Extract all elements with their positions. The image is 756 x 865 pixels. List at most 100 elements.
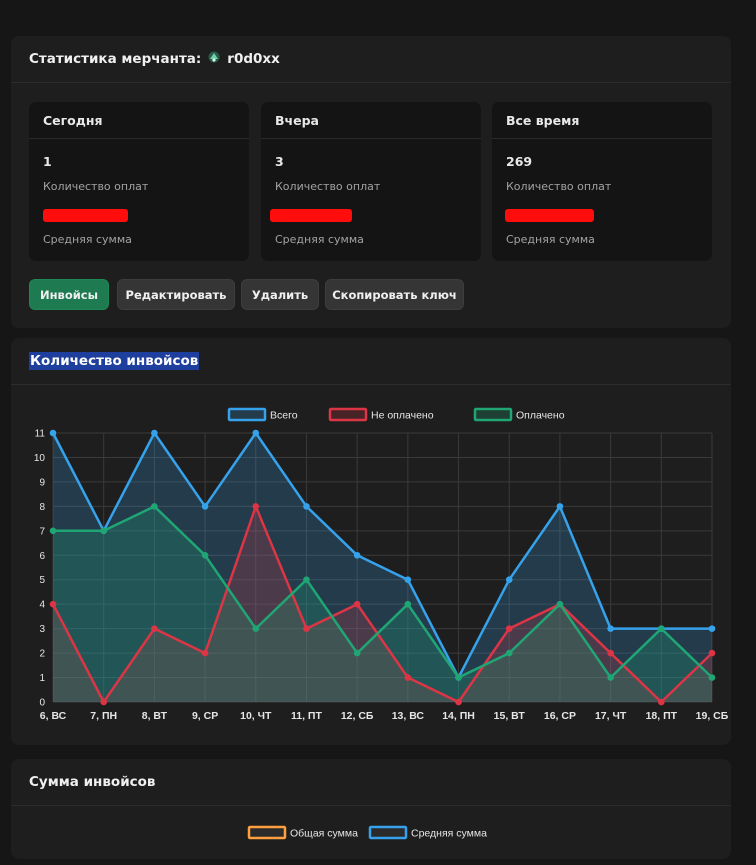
data-point <box>100 698 107 706</box>
stat-title: Вчера <box>261 102 481 139</box>
merchant-avatar-icon <box>207 50 221 68</box>
delete-button[interactable]: Удалить <box>241 279 319 310</box>
x-tick-label: 19, СБ <box>696 710 729 722</box>
data-point <box>303 576 310 584</box>
stat-count-label: Количество оплат <box>506 180 612 193</box>
legend-swatch <box>328 407 368 422</box>
data-point <box>252 625 260 632</box>
redacted-average-amount <box>43 209 128 222</box>
data-point <box>303 625 310 632</box>
invoices-sum-card: Сумма инвойсов Общая сумма Средняя сумма <box>11 759 731 859</box>
merchant-title: Статистика мерчанта: <box>29 51 202 67</box>
redacted-average-amount <box>270 209 352 222</box>
x-tick-label: 15, ВТ <box>494 710 526 722</box>
data-point <box>607 649 614 657</box>
y-tick-label: 7 <box>39 526 45 537</box>
y-tick-label: 4 <box>39 600 45 611</box>
edit-button[interactable]: Редактировать <box>117 279 235 310</box>
data-point <box>252 429 260 437</box>
data-point <box>201 551 209 559</box>
data-point <box>49 527 57 535</box>
legend-swatch <box>368 825 408 840</box>
stat-average-label: Средняя сумма <box>506 233 595 246</box>
data-point <box>708 649 716 657</box>
stat-today: Сегодня 1 Количество оплат Средняя сумма <box>29 102 249 261</box>
data-point <box>556 503 564 510</box>
x-tick-label: 16, СР <box>544 710 576 722</box>
data-point <box>607 674 614 681</box>
x-tick-label: 9, СР <box>192 710 218 722</box>
y-tick-label: 1 <box>39 673 45 684</box>
legend-label: Всего <box>270 410 298 422</box>
data-point <box>505 576 513 584</box>
legend-swatch <box>227 407 267 422</box>
legend-item: Оплачено <box>473 407 565 422</box>
data-point <box>455 698 462 706</box>
data-point <box>353 551 361 559</box>
merchant-name: r0d0xx <box>227 51 280 67</box>
x-tick-label: 14, ПН <box>442 710 475 722</box>
data-point <box>49 429 57 437</box>
y-tick-label: 11 <box>35 429 46 440</box>
legend-label: Средняя сумма <box>411 828 487 840</box>
data-point <box>658 625 665 632</box>
x-tick-label: 13, ВС <box>392 710 425 722</box>
x-tick-label: 11, ПТ <box>291 710 322 722</box>
data-point <box>100 527 107 535</box>
invoices-button[interactable]: Инвойсы <box>29 279 109 310</box>
data-point <box>505 649 513 657</box>
x-tick-label: 17, ЧТ <box>595 710 627 722</box>
x-tick-label: 10, ЧТ <box>240 710 272 722</box>
invoices-count-title: Количество инвойсов <box>29 352 200 370</box>
legend-item: Всего <box>227 407 298 422</box>
data-point <box>658 698 665 706</box>
y-tick-label: 2 <box>39 649 45 660</box>
x-tick-label: 12, СБ <box>341 710 374 722</box>
legend-label: Общая сумма <box>290 828 358 840</box>
invoices-count-chart: 0 1 2 3 4 5 6 7 8 9 10 11 6, ВС 7, ПН 8, ВТ 9, СР 10, ЧТ… <box>34 407 729 722</box>
data-point <box>556 600 564 608</box>
data-point <box>455 674 462 681</box>
invoices-count-card: Количество инвойсов 0 1 2 3 4 5 6 7 8 9 10 11 6, ВС 7… <box>11 338 731 745</box>
copy-key-button[interactable]: Скопировать ключ <box>325 279 464 310</box>
stat-yesterday: Вчера 3 Количество оплат Средняя сумма <box>261 102 481 261</box>
y-tick-label: 6 <box>39 551 45 562</box>
data-point <box>404 576 412 584</box>
series-line <box>53 505 713 679</box>
legend-label: Не оплачено <box>371 410 434 422</box>
data-point <box>404 674 412 681</box>
merchant-header: Статистика мерчанта: r0d0xx <box>11 36 731 83</box>
stat-average-label: Средняя сумма <box>43 233 132 246</box>
y-tick-label: 9 <box>39 477 45 488</box>
data-point <box>201 649 209 657</box>
legend-swatch <box>247 825 287 840</box>
series-area <box>53 506 712 702</box>
data-point <box>201 503 209 510</box>
y-tick-label: 3 <box>39 624 45 635</box>
series-line <box>51 505 713 704</box>
x-tick-label: 8, ВТ <box>142 710 168 722</box>
legend-swatch <box>473 407 513 422</box>
merchant-stats-card: Статистика мерчанта: r0d0xx Сегодня 1 Ко… <box>11 36 731 328</box>
redacted-average-amount <box>505 209 594 222</box>
series-line <box>51 431 712 679</box>
data-point <box>607 625 614 632</box>
stat-count: 1 <box>43 154 52 169</box>
y-tick-label: 0 <box>39 698 45 709</box>
stat-count: 3 <box>275 154 284 169</box>
data-point <box>404 600 412 608</box>
y-tick-label: 8 <box>39 502 45 513</box>
data-point <box>353 600 361 608</box>
data-point <box>252 503 260 510</box>
data-point <box>151 429 158 437</box>
invoices-count-header: Количество инвойсов <box>11 338 731 385</box>
data-point <box>708 625 716 632</box>
invoices-sum-title: Сумма инвойсов <box>29 774 156 790</box>
data-point <box>49 600 57 608</box>
y-tick-label: 5 <box>39 575 45 586</box>
invoices-sum-legend: Общая сумма Средняя сумма <box>247 825 487 840</box>
legend-item: Не оплачено <box>328 407 434 422</box>
x-tick-label: 18, ПТ <box>646 710 678 722</box>
stat-all-time: Все время 269 Количество оплат Средняя с… <box>492 102 712 261</box>
data-point <box>353 649 361 657</box>
